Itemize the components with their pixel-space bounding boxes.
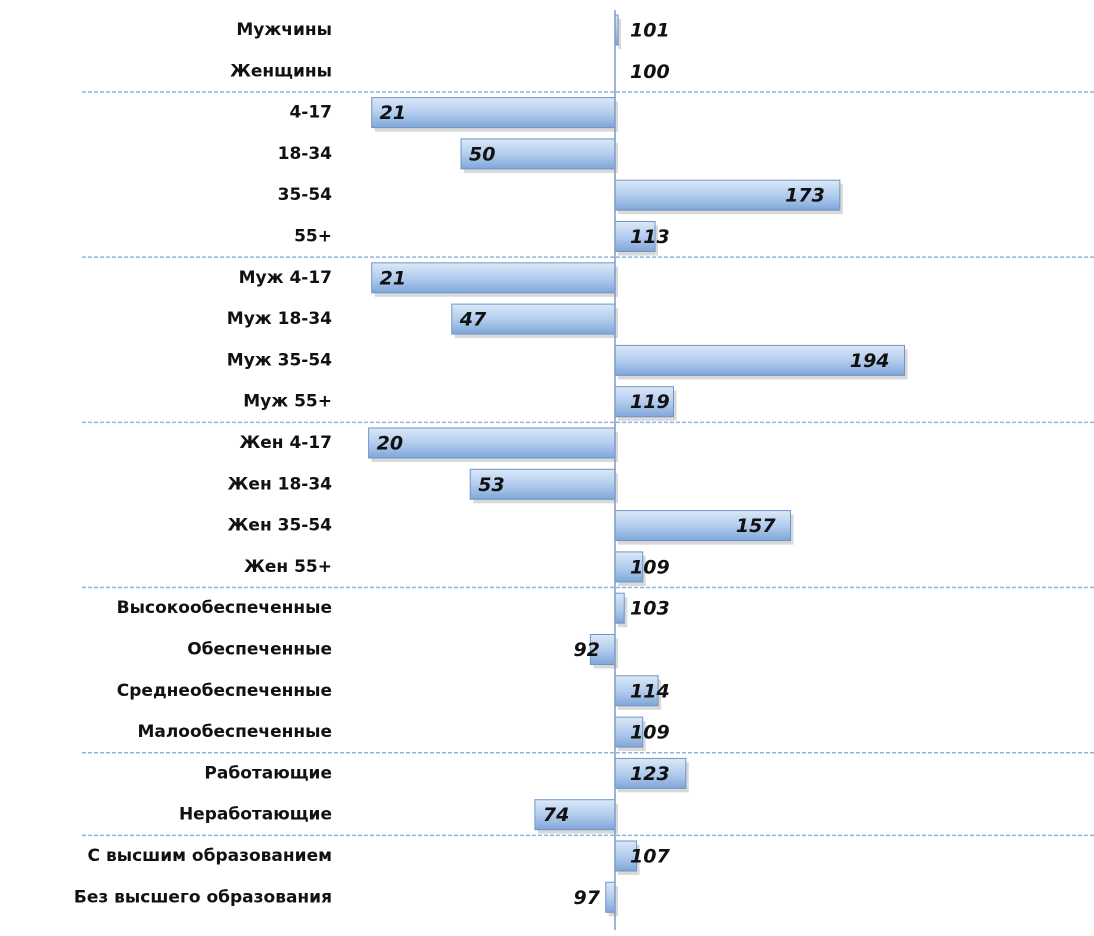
category-label: 35-54 <box>278 185 333 205</box>
bar <box>614 592 625 624</box>
value-label: 109 <box>630 722 670 744</box>
value-label: 100 <box>630 61 670 83</box>
value-label: 109 <box>630 556 670 578</box>
category-label: Жен 18-34 <box>228 474 333 494</box>
bars <box>368 14 908 917</box>
category-label: Без высшего образования <box>74 887 332 907</box>
value-label: 173 <box>785 185 825 207</box>
value-label: 20 <box>377 433 403 455</box>
value-label: 97 <box>574 887 601 909</box>
value-label: 114 <box>630 680 670 702</box>
bar <box>368 427 616 459</box>
bar <box>469 468 616 500</box>
category-label: Неработающие <box>179 805 332 825</box>
value-label: 92 <box>574 639 600 661</box>
category-label: 18-34 <box>278 144 333 164</box>
category-label: С высшим образованием <box>88 846 332 866</box>
bar <box>614 716 644 748</box>
category-label: Жен 35-54 <box>228 516 333 536</box>
value-label: 21 <box>380 102 406 124</box>
category-label: Муж 35-54 <box>227 350 332 370</box>
bar <box>371 97 616 129</box>
bar <box>451 303 616 335</box>
bar <box>371 262 616 294</box>
value-label: 119 <box>630 391 670 413</box>
value-label: 113 <box>630 226 670 248</box>
value-label: 103 <box>630 598 670 620</box>
category-label: Мужчины <box>236 20 332 40</box>
category-label: Обеспеченные <box>187 640 332 660</box>
value-label: 107 <box>630 846 670 868</box>
bar <box>614 344 906 376</box>
value-label: 50 <box>469 143 495 165</box>
category-label: Муж 18-34 <box>227 309 332 329</box>
value-label: 74 <box>543 804 569 826</box>
bar <box>614 757 687 789</box>
category-label: Муж 4-17 <box>239 268 332 288</box>
bar <box>614 221 656 252</box>
value-label: 53 <box>478 474 504 496</box>
category-label: Муж 55+ <box>243 392 332 412</box>
category-label: 55+ <box>294 227 332 247</box>
value-label: 157 <box>736 515 776 537</box>
category-label: Среднеобеспеченные <box>117 681 332 701</box>
category-label: Малообеспеченные <box>137 722 332 742</box>
labels: Мужчины 101 Женщины 100 4-17 21 18-34 50 35-54 17… <box>74 20 890 909</box>
value-label: 194 <box>850 350 890 372</box>
separators <box>82 91 1094 837</box>
value-label: 101 <box>630 20 670 42</box>
value-label: 21 <box>380 267 406 289</box>
value-label: 123 <box>630 763 670 785</box>
category-label: Жен 55+ <box>244 557 332 577</box>
category-label: Работающие <box>204 763 332 783</box>
bar <box>605 881 616 913</box>
value-label: 47 <box>459 309 487 331</box>
bar <box>614 386 675 418</box>
category-label: 4-17 <box>289 103 332 123</box>
category-label: Жен 4-17 <box>239 433 332 453</box>
category-label: Высокообеспеченные <box>117 598 332 618</box>
category-label: Женщины <box>230 61 332 81</box>
bar <box>614 675 659 707</box>
bar-shadow <box>618 19 622 49</box>
